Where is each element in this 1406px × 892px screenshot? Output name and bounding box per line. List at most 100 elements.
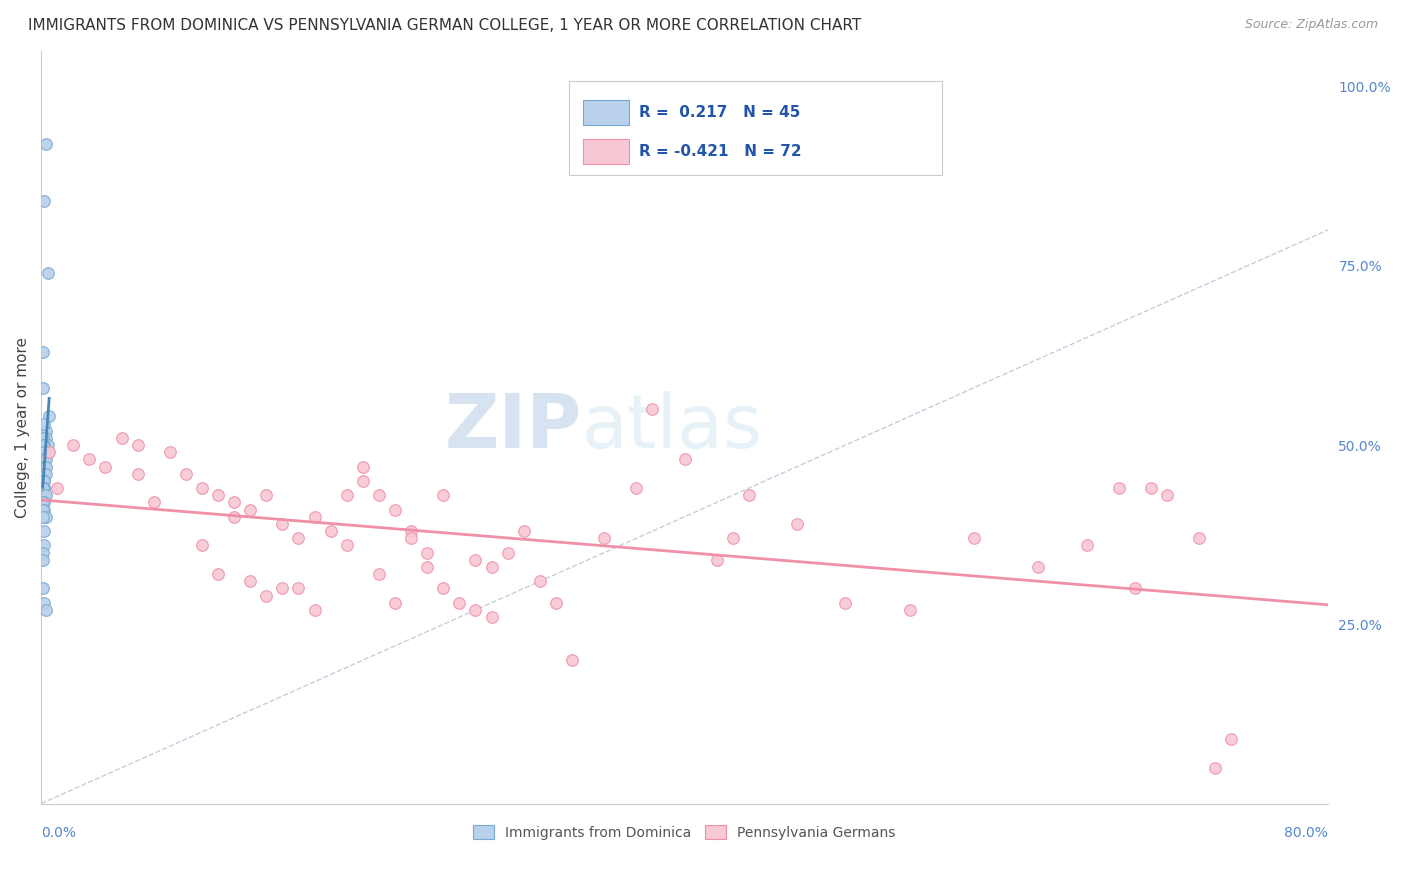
Point	[34, 481, 56, 495]
Point	[224, 495, 246, 509]
Point	[31, 488, 53, 502]
Point	[352, 459, 374, 474]
Point	[239, 502, 262, 516]
Point	[544, 596, 567, 610]
Point	[399, 531, 422, 545]
Point	[721, 531, 744, 545]
Point	[304, 603, 326, 617]
Point	[319, 524, 342, 538]
Point	[384, 596, 406, 610]
Point	[384, 502, 406, 516]
Point	[786, 516, 808, 531]
FancyBboxPatch shape	[568, 81, 942, 175]
Point	[593, 531, 616, 545]
Point	[31, 509, 53, 524]
Point	[34, 596, 56, 610]
Point	[561, 653, 583, 667]
Point	[207, 488, 229, 502]
Point	[31, 344, 53, 359]
Point	[38, 445, 60, 459]
Point	[481, 610, 503, 624]
Text: 80.0%: 80.0%	[1284, 826, 1327, 840]
Point	[159, 445, 181, 459]
Point	[963, 531, 986, 545]
Point	[34, 438, 56, 452]
Point	[110, 431, 132, 445]
Point	[352, 474, 374, 488]
Point	[37, 445, 59, 459]
Point	[174, 467, 197, 481]
Point	[127, 467, 149, 481]
Point	[496, 546, 519, 560]
Point	[34, 524, 56, 538]
Text: IMMIGRANTS FROM DOMINICA VS PENNSYLVANIA GERMAN COLLEGE, 1 YEAR OR MORE CORRELAT: IMMIGRANTS FROM DOMINICA VS PENNSYLVANIA…	[28, 18, 862, 33]
Point	[35, 424, 58, 438]
Point	[416, 546, 439, 560]
Point	[1140, 481, 1163, 495]
Point	[34, 452, 56, 467]
Point	[641, 402, 664, 417]
Point	[1156, 488, 1178, 502]
Point	[34, 502, 56, 516]
Point	[35, 467, 58, 481]
Point	[127, 438, 149, 452]
Point	[449, 596, 471, 610]
Point	[399, 524, 422, 538]
Point	[529, 574, 551, 589]
Point	[31, 431, 53, 445]
Point	[254, 589, 277, 603]
Point	[46, 481, 69, 495]
Point	[432, 488, 454, 502]
FancyBboxPatch shape	[583, 139, 630, 164]
Point	[1204, 761, 1226, 775]
Point	[304, 509, 326, 524]
Y-axis label: College, 1 year or more: College, 1 year or more	[15, 336, 30, 517]
Point	[35, 488, 58, 502]
Point	[626, 481, 648, 495]
Point	[34, 474, 56, 488]
Point	[1188, 531, 1211, 545]
Point	[271, 582, 294, 596]
Point	[142, 495, 165, 509]
Point	[416, 560, 439, 574]
Point	[34, 459, 56, 474]
Text: ZIP: ZIP	[444, 391, 582, 464]
Point	[207, 567, 229, 582]
Point	[1220, 732, 1243, 747]
Point	[464, 603, 486, 617]
FancyBboxPatch shape	[583, 100, 630, 125]
Point	[34, 445, 56, 459]
Point	[432, 582, 454, 596]
Point	[367, 567, 389, 582]
Point	[239, 574, 262, 589]
Point	[31, 467, 53, 481]
Point	[254, 488, 277, 502]
Point	[31, 495, 53, 509]
Point	[287, 531, 309, 545]
Text: 0.0%: 0.0%	[41, 826, 76, 840]
Point	[35, 431, 58, 445]
Point	[336, 488, 359, 502]
Point	[31, 452, 53, 467]
Point	[271, 516, 294, 531]
Text: atlas: atlas	[582, 391, 762, 464]
Point	[1076, 539, 1098, 553]
Point	[31, 459, 53, 474]
Point	[31, 474, 53, 488]
Point	[34, 481, 56, 495]
Text: Source: ZipAtlas.com: Source: ZipAtlas.com	[1244, 18, 1378, 31]
Point	[224, 509, 246, 524]
Point	[37, 438, 59, 452]
Point	[512, 524, 534, 538]
Point	[34, 495, 56, 509]
Point	[35, 603, 58, 617]
Point	[31, 553, 53, 567]
Text: R =  0.217   N = 45: R = 0.217 N = 45	[640, 105, 801, 120]
Point	[34, 417, 56, 431]
Point	[738, 488, 761, 502]
Point	[191, 539, 214, 553]
Point	[706, 553, 728, 567]
Point	[367, 488, 389, 502]
Point	[31, 381, 53, 395]
Point	[37, 266, 59, 280]
